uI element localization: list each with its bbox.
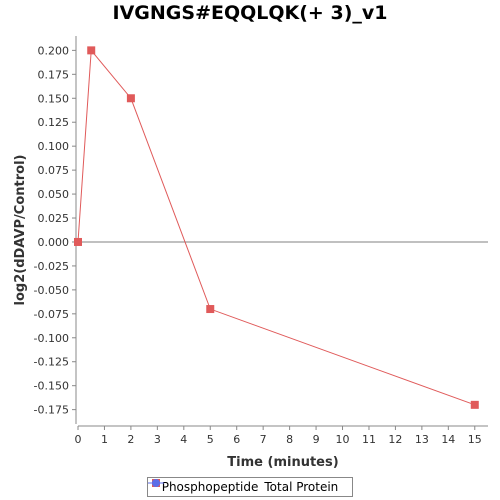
y-axis-label: log2(dDAVP/Control) bbox=[13, 155, 28, 306]
chart-title: IVGNGS#EQQLQK(+ 3)_v1 bbox=[112, 2, 388, 24]
x-tick-label: 7 bbox=[260, 433, 267, 446]
x-tick-label: 8 bbox=[286, 433, 293, 446]
y-tick-label: 0.025 bbox=[38, 212, 70, 225]
x-tick-label: 4 bbox=[180, 433, 187, 446]
y-tick-label: 0.150 bbox=[38, 92, 70, 105]
x-tick-label: 6 bbox=[233, 433, 240, 446]
x-tick-label: 11 bbox=[362, 433, 376, 446]
x-tick-label: 5 bbox=[207, 433, 214, 446]
legend-circle-icon bbox=[148, 479, 164, 487]
y-tick-label: -0.100 bbox=[34, 332, 69, 345]
x-tick-label: 2 bbox=[127, 433, 134, 446]
legend-item-phosphopeptide: Phosphopeptide bbox=[148, 479, 259, 494]
chart-legend: Phosphopeptide Total Protein bbox=[147, 477, 353, 497]
y-tick-label: -0.175 bbox=[34, 404, 69, 417]
x-tick-label: 15 bbox=[468, 433, 482, 446]
y-tick-label: -0.050 bbox=[34, 284, 69, 297]
y-tick-label: -0.150 bbox=[34, 380, 69, 393]
y-tick-label: -0.075 bbox=[34, 308, 69, 321]
x-tick-label: 14 bbox=[441, 433, 455, 446]
legend-label-phosphopeptide: Phosphopeptide bbox=[161, 480, 259, 494]
legend-label-total-protein: Total Protein bbox=[264, 480, 339, 494]
data-point bbox=[126, 94, 135, 103]
y-tick-label: 0.125 bbox=[38, 116, 70, 129]
x-axis-label: Time (minutes) bbox=[227, 455, 338, 470]
x-tick-label: 10 bbox=[336, 433, 350, 446]
y-tick-label: 0.175 bbox=[38, 68, 70, 81]
data-point bbox=[470, 400, 479, 409]
x-tick-label: 12 bbox=[388, 433, 402, 446]
x-tick-label: 1 bbox=[101, 433, 108, 446]
y-tick-label: 0.075 bbox=[38, 164, 70, 177]
x-tick-label: 3 bbox=[154, 433, 161, 446]
legend-item-total-protein: Total Protein bbox=[148, 479, 339, 494]
data-point bbox=[87, 46, 96, 55]
y-tick-label: 0.000 bbox=[38, 236, 70, 249]
y-tick-label: -0.025 bbox=[34, 260, 69, 273]
y-tick-label: 0.050 bbox=[38, 188, 70, 201]
y-tick-label: 0.200 bbox=[38, 44, 70, 57]
data-point bbox=[74, 237, 82, 246]
x-tick-label: 9 bbox=[313, 433, 320, 446]
x-tick-label: 13 bbox=[415, 433, 429, 446]
data-point bbox=[206, 305, 215, 314]
y-tick-label: 0.100 bbox=[38, 140, 70, 153]
plot-area bbox=[78, 36, 488, 424]
x-tick-label: 0 bbox=[75, 433, 82, 446]
y-tick-label: -0.125 bbox=[34, 356, 69, 369]
